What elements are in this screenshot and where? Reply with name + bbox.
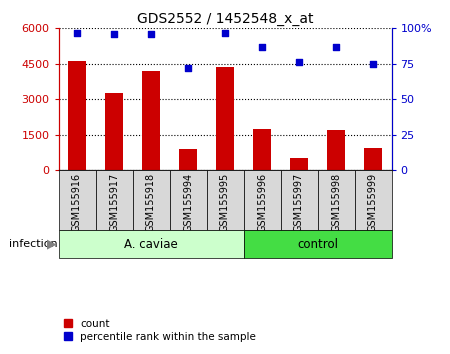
Point: [333, 44, 340, 50]
Bar: [290, 158, 308, 170]
Point: [221, 30, 229, 35]
Legend: count, percentile rank within the sample: count, percentile rank within the sample: [64, 319, 256, 342]
FancyBboxPatch shape: [170, 170, 207, 230]
Text: GSM155997: GSM155997: [294, 173, 304, 232]
Text: infection: infection: [9, 239, 58, 249]
Text: GSM155917: GSM155917: [109, 173, 119, 232]
FancyBboxPatch shape: [58, 170, 95, 230]
Text: GSM155995: GSM155995: [220, 173, 230, 232]
Bar: [142, 71, 160, 170]
Bar: [179, 149, 197, 170]
Bar: [216, 67, 234, 170]
Point: [184, 65, 192, 71]
FancyBboxPatch shape: [318, 170, 355, 230]
Point: [110, 31, 117, 37]
FancyBboxPatch shape: [207, 170, 243, 230]
Title: GDS2552 / 1452548_x_at: GDS2552 / 1452548_x_at: [137, 12, 313, 26]
FancyBboxPatch shape: [280, 170, 318, 230]
Text: control: control: [297, 238, 338, 251]
Text: GSM155918: GSM155918: [146, 173, 156, 232]
Text: GSM155998: GSM155998: [331, 173, 341, 232]
Bar: [364, 148, 382, 170]
Bar: [327, 130, 345, 170]
FancyBboxPatch shape: [355, 170, 392, 230]
FancyBboxPatch shape: [243, 230, 392, 258]
Bar: [105, 93, 123, 170]
Point: [369, 61, 377, 67]
FancyBboxPatch shape: [58, 230, 243, 258]
Point: [258, 44, 265, 50]
FancyBboxPatch shape: [243, 170, 280, 230]
Text: GSM155994: GSM155994: [183, 173, 193, 232]
Text: GSM155999: GSM155999: [368, 173, 378, 232]
Text: ▶: ▶: [47, 238, 57, 251]
Point: [295, 59, 302, 65]
FancyBboxPatch shape: [95, 170, 132, 230]
Bar: [253, 129, 271, 170]
Text: A. caviae: A. caviae: [124, 238, 178, 251]
Text: GSM155916: GSM155916: [72, 173, 82, 232]
Point: [148, 31, 155, 37]
Text: GSM155996: GSM155996: [257, 173, 267, 232]
FancyBboxPatch shape: [132, 170, 170, 230]
Bar: [68, 61, 86, 170]
Point: [73, 30, 81, 35]
